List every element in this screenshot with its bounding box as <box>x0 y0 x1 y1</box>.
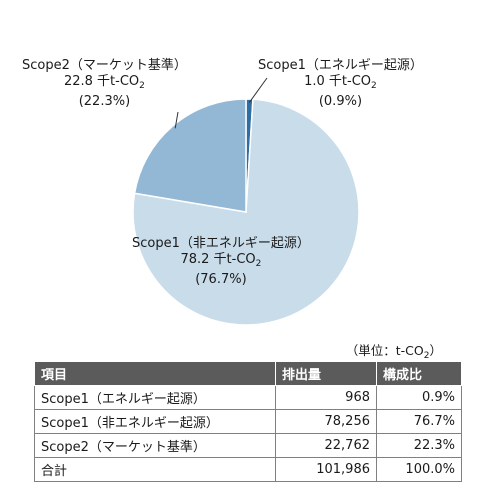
cell-item: Scope1（エネルギー起源） <box>34 385 276 410</box>
cell-emissions: 22,762 <box>275 433 377 458</box>
cell-emissions: 101,986 <box>275 457 377 482</box>
unit-note: （単位：t-CO2） <box>345 343 442 361</box>
slice-label-value: 22.8 千t-CO <box>63 74 140 89</box>
unit-subscript: 2 <box>423 351 430 361</box>
slice-label-percent: (76.7%) <box>195 272 247 287</box>
cell-share: 22.3% <box>376 433 462 458</box>
header-item: 項目 <box>34 361 276 386</box>
cell-emissions: 78,256 <box>275 409 377 434</box>
slice-label-value: 1.0 千t-CO <box>304 74 372 89</box>
slice-label-scope1-energy: Scope1（エネルギー起源） 1.0 千t-CO2 (0.9%) <box>258 58 423 110</box>
slice-label-name: Scope1（非エネルギー起源） <box>132 236 310 251</box>
slice-label-name: Scope1（エネルギー起源） <box>258 58 423 73</box>
slice-label-subscript: 2 <box>255 259 262 269</box>
slice-label-percent: (22.3%) <box>78 94 131 109</box>
pie-chart <box>132 77 360 326</box>
cell-share: 100.0% <box>376 457 462 482</box>
table-row: Scope1（エネルギー起源） 968 0.9% <box>34 385 462 410</box>
slice-label-scope1-non-energy: Scope1（非エネルギー起源） 78.2 千t-CO2 (76.7%) <box>132 236 310 288</box>
table-row-total: 合計 101,986 100.0% <box>34 457 462 482</box>
header-emissions: 排出量 <box>275 361 377 386</box>
cell-item: Scope2（マーケット基準） <box>34 433 276 458</box>
emissions-table: 項目 排出量 構成比 Scope1（エネルギー起源） 968 0.9% Scop… <box>34 361 462 482</box>
cell-emissions: 968 <box>275 385 377 410</box>
leader-line-s2 <box>174 111 179 129</box>
slice-label-subscript: 2 <box>139 81 145 91</box>
table-row: Scope2（マーケット基準） 22,762 22.3% <box>34 433 462 458</box>
cell-share: 76.7% <box>376 409 462 434</box>
slice-label-percent: (0.9%) <box>318 94 363 109</box>
pie-slice-s2 <box>133 98 247 213</box>
slice-label-name: Scope2（マーケット基準） <box>22 58 187 73</box>
table-header-row: 項目 排出量 構成比 <box>34 361 462 386</box>
header-share: 構成比 <box>376 361 462 386</box>
cell-item: Scope1（非エネルギー起源） <box>34 409 276 434</box>
table-row: Scope1（非エネルギー起源） 78,256 76.7% <box>34 409 462 434</box>
leader-line-s1e <box>248 77 268 103</box>
cell-item: 合計 <box>34 457 276 482</box>
cell-share: 0.9% <box>376 385 462 410</box>
slice-label-subscript: 2 <box>371 81 377 91</box>
slice-label-scope2: Scope2（マーケット基準） 22.8 千t-CO2 (22.3%) <box>22 58 187 110</box>
slice-label-value: 78.2 千t-CO <box>180 252 256 267</box>
